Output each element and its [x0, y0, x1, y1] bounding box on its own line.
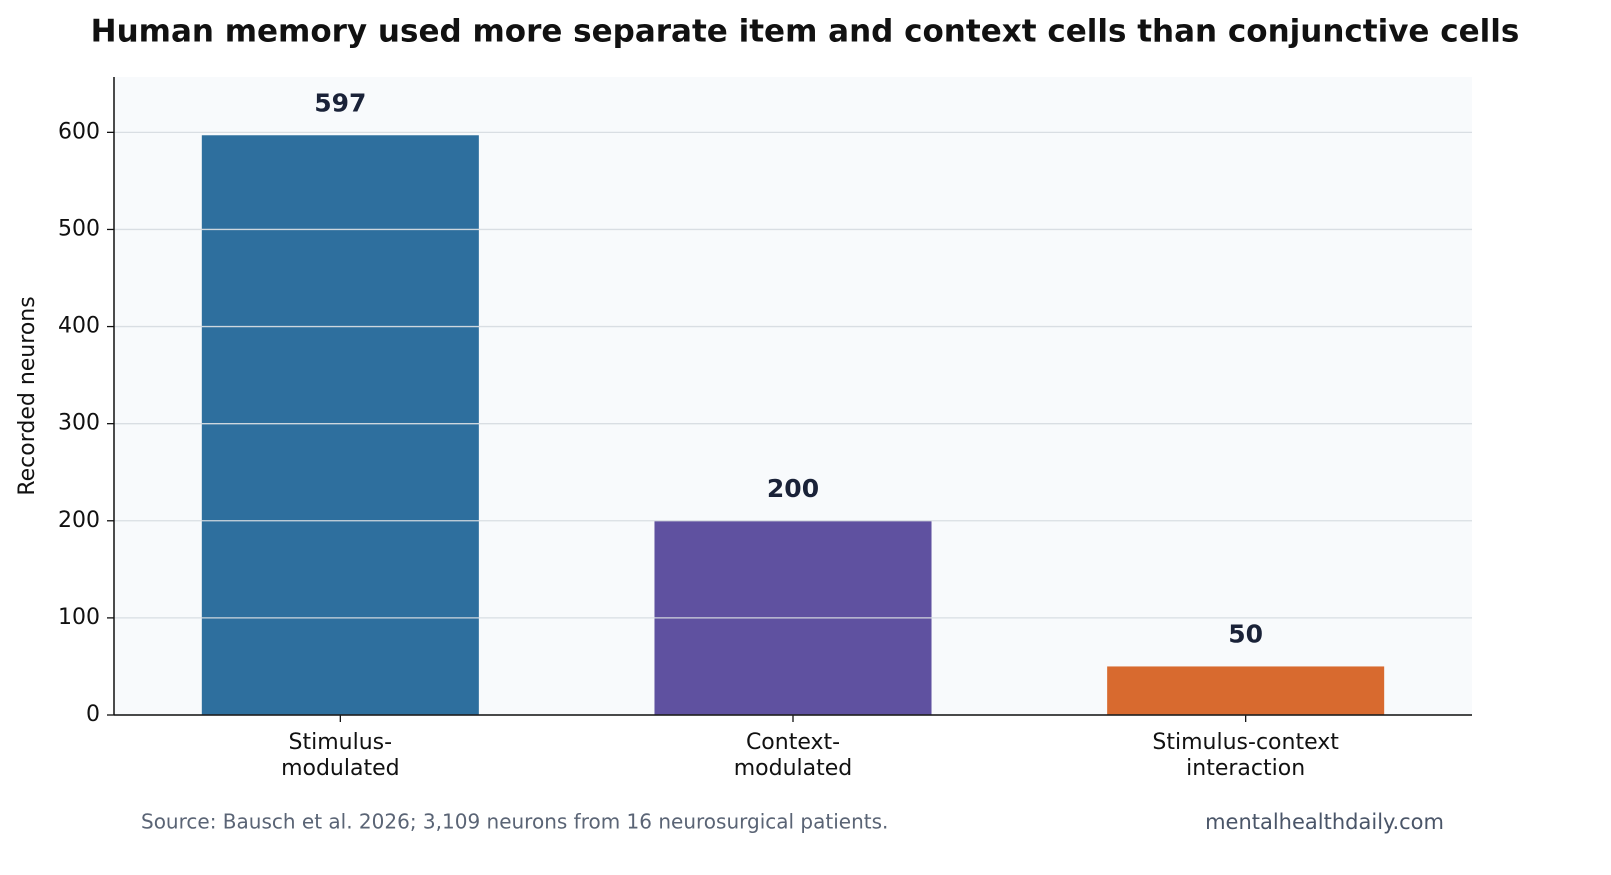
bar	[201, 135, 479, 716]
y-tick-label: 100	[58, 605, 100, 630]
y-tick-label: 0	[86, 702, 100, 727]
y-tick-label: 300	[58, 411, 100, 436]
x-tick-label: Stimulus- modulated	[281, 730, 400, 781]
y-tick-label: 600	[58, 119, 100, 144]
value-label: 50	[1228, 619, 1263, 648]
source-note: Source: Bausch et al. 2026; 3,109 neuron…	[141, 810, 888, 834]
x-tick-label: Stimulus-context interaction	[1152, 730, 1339, 781]
y-axis-label: Recorded neurons	[15, 296, 40, 495]
y-tick-label: 200	[58, 508, 100, 533]
value-label: 200	[767, 474, 819, 503]
chart-title: Human memory used more separate item and…	[91, 14, 1520, 50]
y-tick-label: 400	[58, 314, 100, 339]
x-tick-label: Context- modulated	[733, 730, 853, 781]
bar	[1107, 666, 1385, 715]
credit: mentalhealthdaily.com	[1205, 810, 1444, 834]
y-tick-label: 500	[58, 216, 100, 241]
value-label: 597	[314, 88, 366, 117]
